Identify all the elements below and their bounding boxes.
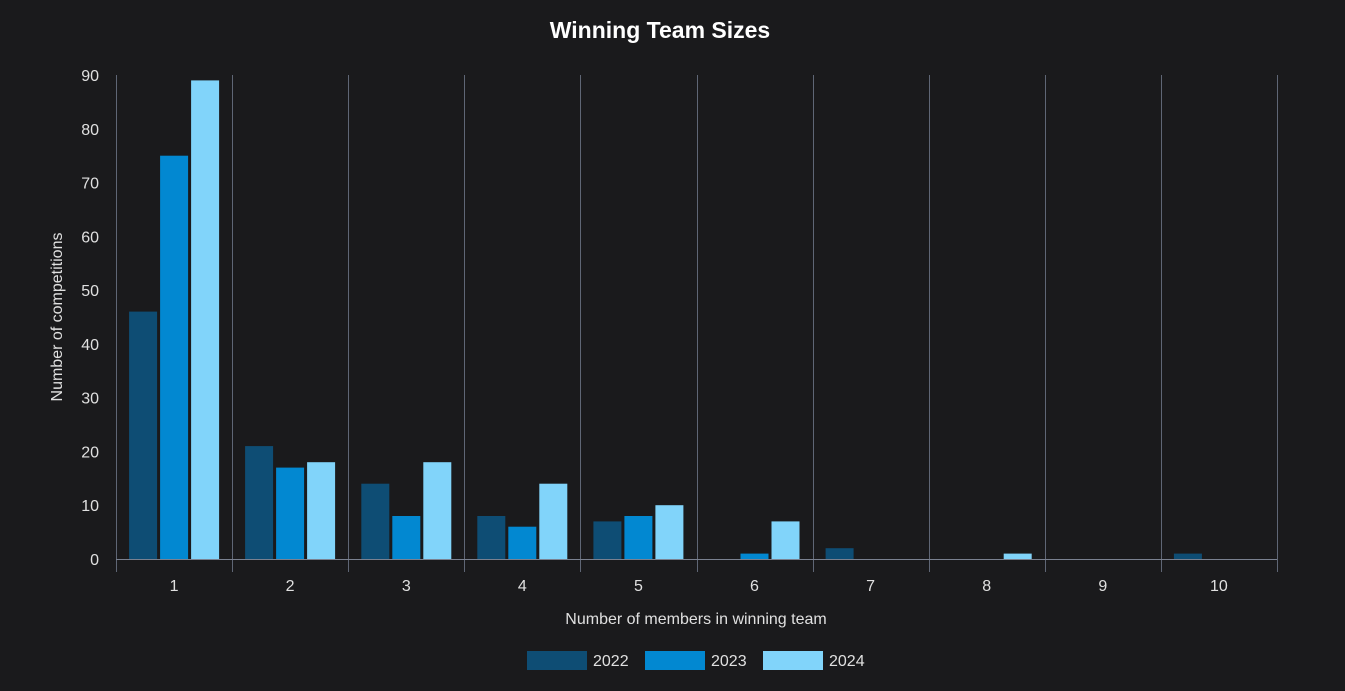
bar-2023-4 bbox=[508, 526, 537, 559]
y-tick-label: 90 bbox=[81, 68, 99, 85]
bar-2022-1 bbox=[129, 311, 158, 559]
x-axis-label: Number of members in winning team bbox=[565, 611, 826, 628]
legend-label-2023: 2023 bbox=[711, 653, 747, 670]
bar-2024-2 bbox=[307, 462, 336, 559]
bar-2023-3 bbox=[392, 516, 421, 559]
legend: 2022 2023 2024 bbox=[527, 651, 865, 670]
x-tick-label: 6 bbox=[750, 578, 759, 595]
bar-2022-7 bbox=[825, 548, 854, 559]
x-tick-label: 3 bbox=[402, 578, 411, 595]
bar-2024-1 bbox=[191, 80, 220, 560]
y-tick-label: 70 bbox=[81, 176, 99, 193]
y-axis-label: Number of competitions bbox=[49, 233, 66, 402]
bar-2022-3 bbox=[361, 483, 390, 559]
bar-2024-6 bbox=[771, 521, 800, 559]
legend-swatch-2022 bbox=[527, 651, 587, 670]
x-tick-label: 8 bbox=[982, 578, 991, 595]
chart-title: Winning Team Sizes bbox=[550, 17, 770, 43]
y-tick-label: 0 bbox=[90, 552, 99, 569]
legend-label-2022: 2022 bbox=[593, 653, 629, 670]
legend-swatch-2023 bbox=[645, 651, 705, 670]
bar-2024-3 bbox=[423, 462, 452, 559]
bar-2023-6 bbox=[740, 553, 769, 559]
bar-2022-2 bbox=[245, 446, 274, 559]
legend-label-2024: 2024 bbox=[829, 653, 865, 670]
bar-2024-5 bbox=[655, 505, 684, 559]
y-tick-label: 60 bbox=[81, 229, 99, 246]
axes: 1 2 3 4 5 6 7 8 9 10 0 10 20 30 40 50 60 70 80 90 bbox=[81, 68, 1277, 595]
bars bbox=[129, 80, 1202, 560]
x-tick-label: 10 bbox=[1210, 578, 1228, 595]
bar-2024-4 bbox=[539, 483, 568, 559]
bar-2022-4 bbox=[477, 516, 506, 559]
bar-2024-8 bbox=[1003, 553, 1032, 559]
y-tick-label: 80 bbox=[81, 122, 99, 139]
y-tick-label: 20 bbox=[81, 444, 99, 461]
x-tick-label: 5 bbox=[634, 578, 643, 595]
y-tick-label: 50 bbox=[81, 283, 99, 300]
legend-swatch-2024 bbox=[763, 651, 823, 670]
x-tick-label: 1 bbox=[170, 578, 179, 595]
gridlines bbox=[116, 75, 1278, 572]
x-tick-label: 9 bbox=[1098, 578, 1107, 595]
bar-2022-5 bbox=[593, 521, 622, 559]
bar-2023-5 bbox=[624, 516, 653, 559]
bar-2023-1 bbox=[160, 155, 189, 559]
bar-2023-2 bbox=[276, 467, 305, 559]
x-tick-label: 4 bbox=[518, 578, 527, 595]
x-tick-label: 7 bbox=[866, 578, 875, 595]
y-tick-label: 30 bbox=[81, 391, 99, 408]
y-tick-label: 40 bbox=[81, 337, 99, 354]
y-tick-label: 10 bbox=[81, 498, 99, 515]
x-tick-label: 2 bbox=[286, 578, 295, 595]
bar-2022-10 bbox=[1173, 553, 1202, 559]
